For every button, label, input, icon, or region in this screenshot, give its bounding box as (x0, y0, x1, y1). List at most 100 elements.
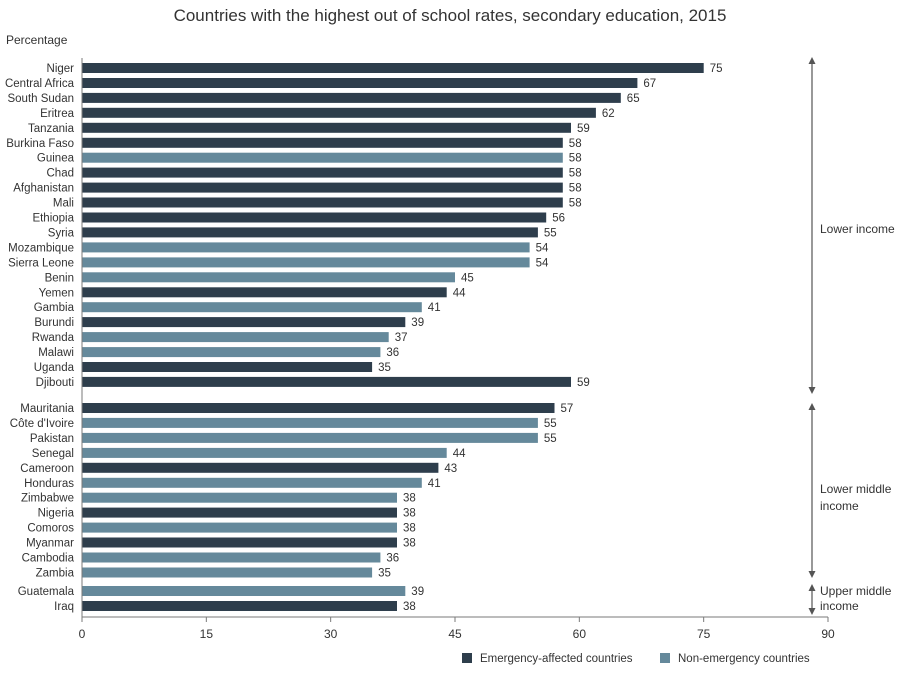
data-label: 44 (453, 287, 466, 299)
data-label: 35 (378, 568, 391, 580)
bar (82, 227, 538, 238)
category-label: Syria (48, 227, 75, 239)
category-label: Yemen (39, 287, 74, 299)
category-label: Iraq (54, 601, 74, 613)
group-label: Upper middle income (820, 584, 892, 613)
category-label: Burundi (34, 317, 74, 329)
arrowhead-down-icon (808, 387, 816, 394)
category-label: Mali (53, 198, 74, 210)
bar (82, 507, 397, 518)
group-label: Lower income (820, 222, 895, 236)
x-tick-label: 60 (573, 627, 587, 641)
category-label: Gambia (34, 302, 75, 314)
bar (82, 376, 571, 387)
category-label: Nigeria (38, 508, 75, 520)
bar (82, 78, 638, 88)
data-label: 41 (428, 302, 441, 314)
bar (82, 417, 538, 428)
data-label: 45 (461, 272, 474, 284)
bar (82, 212, 547, 223)
category-label: Zimbabwe (21, 493, 74, 505)
x-tick-label: 30 (324, 627, 338, 641)
data-label: 58 (569, 198, 582, 210)
category-label: Sierra Leone (8, 257, 74, 269)
x-tick-label: 90 (821, 627, 835, 641)
bar (82, 492, 397, 503)
arrowhead-down-icon (808, 608, 816, 615)
arrowhead-up-icon (808, 57, 816, 64)
data-label: 38 (403, 523, 416, 535)
bar (82, 197, 563, 208)
bar (82, 522, 397, 533)
data-label: 41 (428, 478, 441, 490)
bar (82, 362, 373, 372)
bar (82, 287, 447, 298)
bar (82, 432, 538, 443)
category-label: Myanmar (26, 538, 74, 550)
data-label: 38 (403, 601, 416, 613)
category-label: Cameroon (20, 463, 74, 475)
data-label: 38 (403, 538, 416, 550)
bar (82, 447, 447, 458)
category-label: Chad (47, 168, 75, 180)
bar (82, 317, 406, 328)
category-label: Eritrea (40, 108, 74, 120)
category-label: Guinea (37, 153, 75, 165)
category-label: Guatemala (18, 586, 75, 598)
data-label: 36 (386, 347, 399, 359)
category-label: Côte d'Ivoire (10, 418, 74, 430)
category-label: Burkina Faso (6, 138, 74, 150)
data-label: 43 (444, 463, 457, 475)
legend-label: Non-emergency countries (678, 653, 810, 665)
data-label: 67 (643, 78, 656, 90)
data-label: 38 (403, 493, 416, 505)
bar (82, 63, 704, 73)
bar (82, 347, 381, 358)
category-label: Comoros (27, 523, 74, 535)
bar (82, 257, 530, 268)
data-label: 58 (569, 168, 582, 180)
category-label: Malawi (38, 347, 74, 359)
category-label: Benin (45, 272, 74, 284)
chart-title: Countries with the highest out of school… (174, 6, 727, 25)
x-tick-label: 45 (448, 627, 462, 641)
y-axis-label: Percentage (6, 33, 68, 47)
category-label: Ethiopia (32, 213, 74, 225)
data-label: 36 (386, 553, 399, 565)
data-label: 57 (561, 403, 574, 415)
data-label: 38 (403, 508, 416, 520)
data-label: 35 (378, 362, 391, 374)
bar (82, 586, 406, 596)
legend-label: Emergency-affected countries (480, 653, 633, 665)
data-label: 59 (577, 377, 590, 389)
bar (82, 601, 397, 611)
bar (82, 122, 571, 133)
bar (82, 272, 455, 283)
category-label: Honduras (24, 478, 74, 490)
bar (82, 182, 563, 193)
data-label: 58 (569, 153, 582, 165)
category-label: Zambia (36, 568, 75, 580)
category-label: South Sudan (7, 93, 74, 105)
bar (82, 137, 563, 148)
category-label: Mozambique (8, 242, 74, 254)
bar (82, 567, 373, 578)
group-label: Lower middle income (820, 482, 892, 513)
data-label: 37 (395, 332, 408, 344)
category-label: Central Africa (5, 78, 75, 90)
category-label: Pakistan (30, 433, 74, 445)
bar (82, 242, 530, 253)
arrowhead-down-icon (808, 571, 816, 578)
bar (82, 332, 389, 343)
category-label: Tanzania (28, 123, 75, 135)
category-label: Niger (47, 63, 75, 75)
x-tick-label: 75 (697, 627, 711, 641)
arrowhead-up-icon (808, 584, 816, 591)
data-label: 54 (536, 257, 549, 269)
data-label: 65 (627, 93, 640, 105)
data-label: 54 (536, 242, 549, 254)
data-label: 58 (569, 183, 582, 195)
legend-swatch (660, 653, 670, 663)
